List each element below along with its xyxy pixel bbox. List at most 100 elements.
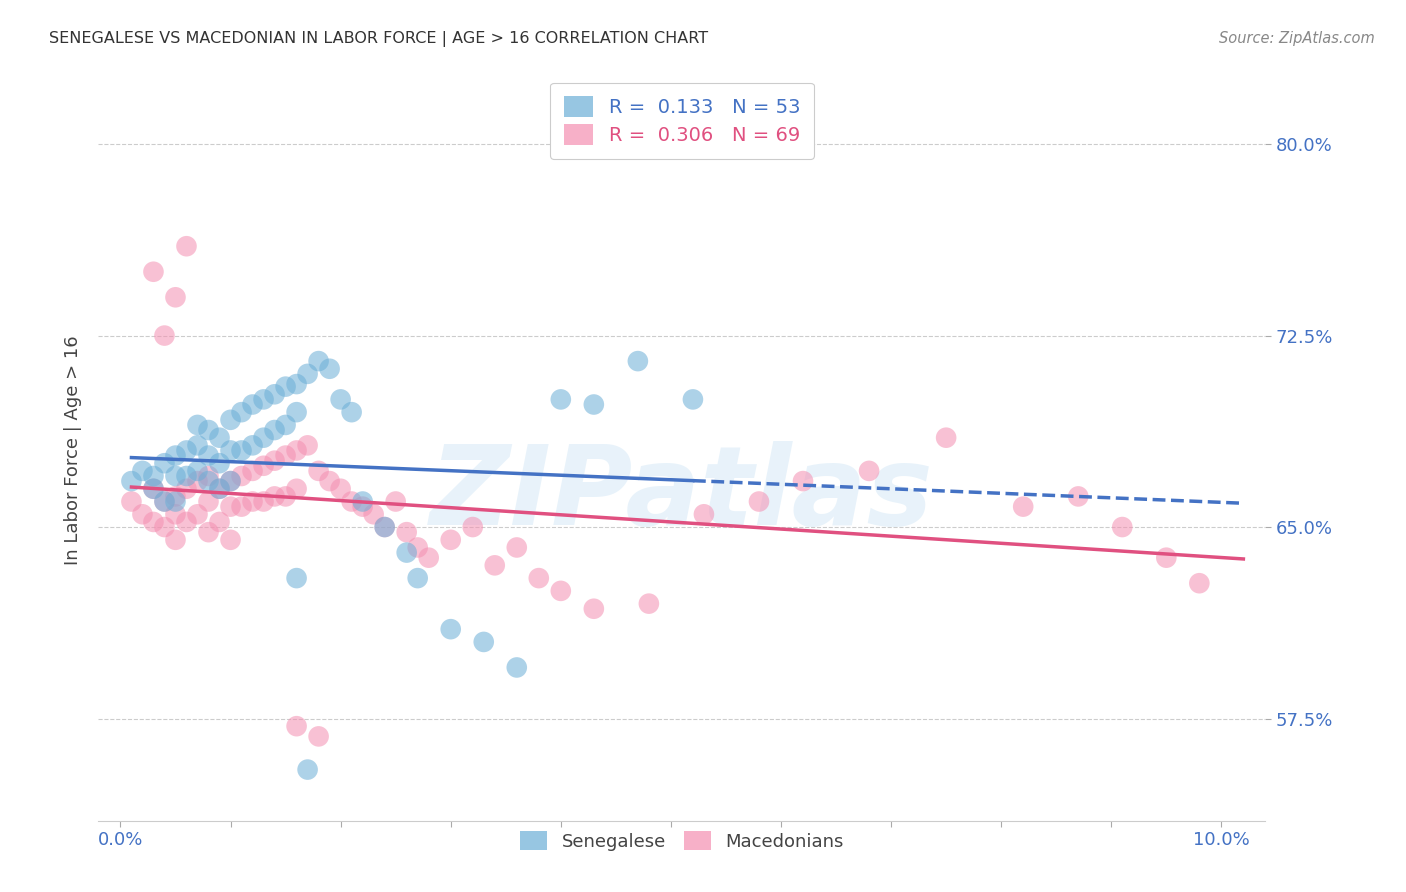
Point bbox=[274, 417, 297, 432]
Point bbox=[748, 494, 770, 508]
Point bbox=[285, 719, 308, 733]
Point bbox=[252, 494, 274, 508]
Point bbox=[550, 583, 572, 598]
Point bbox=[142, 482, 165, 496]
Point bbox=[197, 525, 219, 540]
Point bbox=[176, 482, 198, 496]
Text: Source: ZipAtlas.com: Source: ZipAtlas.com bbox=[1219, 31, 1375, 46]
Point bbox=[208, 431, 231, 445]
Point bbox=[176, 469, 198, 483]
Point bbox=[197, 494, 219, 508]
Point bbox=[285, 443, 308, 458]
Point bbox=[242, 464, 264, 478]
Point bbox=[252, 431, 274, 445]
Point bbox=[165, 533, 187, 547]
Point bbox=[693, 508, 716, 522]
Point bbox=[308, 464, 330, 478]
Point bbox=[329, 482, 352, 496]
Text: ZIPatlas: ZIPatlas bbox=[430, 442, 934, 549]
Point bbox=[142, 265, 165, 279]
Point bbox=[208, 456, 231, 470]
Point bbox=[153, 494, 176, 508]
Point bbox=[153, 456, 176, 470]
Point bbox=[274, 379, 297, 393]
Point bbox=[153, 494, 176, 508]
Point bbox=[285, 482, 308, 496]
Point bbox=[406, 571, 429, 585]
Point bbox=[297, 438, 319, 452]
Point bbox=[231, 443, 253, 458]
Point bbox=[120, 494, 142, 508]
Point bbox=[263, 423, 285, 437]
Point bbox=[340, 405, 363, 419]
Point bbox=[120, 474, 142, 488]
Point bbox=[274, 490, 297, 504]
Point bbox=[176, 515, 198, 529]
Y-axis label: In Labor Force | Age > 16: In Labor Force | Age > 16 bbox=[63, 335, 82, 566]
Point bbox=[418, 550, 440, 565]
Point bbox=[186, 474, 208, 488]
Point bbox=[153, 328, 176, 343]
Point bbox=[176, 239, 198, 253]
Point bbox=[638, 597, 661, 611]
Point bbox=[165, 449, 187, 463]
Point bbox=[263, 387, 285, 401]
Point bbox=[858, 464, 880, 478]
Point bbox=[219, 500, 242, 514]
Point bbox=[1188, 576, 1211, 591]
Point bbox=[197, 449, 219, 463]
Point bbox=[285, 571, 308, 585]
Point bbox=[197, 423, 219, 437]
Point bbox=[440, 533, 463, 547]
Point bbox=[274, 449, 297, 463]
Point bbox=[131, 464, 153, 478]
Point bbox=[208, 515, 231, 529]
Point bbox=[308, 730, 330, 744]
Point bbox=[297, 763, 319, 777]
Point bbox=[252, 458, 274, 473]
Point bbox=[297, 367, 319, 381]
Point bbox=[242, 438, 264, 452]
Point bbox=[1111, 520, 1133, 534]
Point bbox=[165, 494, 187, 508]
Point bbox=[582, 601, 605, 615]
Point bbox=[285, 405, 308, 419]
Point bbox=[219, 474, 242, 488]
Point bbox=[186, 464, 208, 478]
Point bbox=[263, 490, 285, 504]
Point bbox=[197, 474, 219, 488]
Point bbox=[472, 635, 495, 649]
Point bbox=[935, 431, 957, 445]
Point bbox=[231, 500, 253, 514]
Point bbox=[363, 508, 385, 522]
Text: SENEGALESE VS MACEDONIAN IN LABOR FORCE | AGE > 16 CORRELATION CHART: SENEGALESE VS MACEDONIAN IN LABOR FORCE … bbox=[49, 31, 709, 47]
Point bbox=[318, 361, 340, 376]
Point bbox=[352, 494, 374, 508]
Point bbox=[484, 558, 506, 573]
Point bbox=[1067, 490, 1090, 504]
Point bbox=[242, 494, 264, 508]
Point bbox=[1012, 500, 1035, 514]
Point bbox=[153, 520, 176, 534]
Point bbox=[395, 525, 418, 540]
Point bbox=[208, 482, 231, 496]
Point bbox=[176, 443, 198, 458]
Point bbox=[231, 469, 253, 483]
Point bbox=[374, 520, 396, 534]
Point bbox=[165, 490, 187, 504]
Legend: Senegalese, Macedonians: Senegalese, Macedonians bbox=[510, 822, 853, 860]
Point bbox=[1156, 550, 1178, 565]
Point bbox=[329, 392, 352, 407]
Point bbox=[792, 474, 814, 488]
Point bbox=[263, 453, 285, 467]
Point bbox=[186, 417, 208, 432]
Point bbox=[440, 622, 463, 636]
Point bbox=[582, 397, 605, 411]
Point bbox=[506, 541, 529, 555]
Point bbox=[142, 515, 165, 529]
Point bbox=[340, 494, 363, 508]
Point bbox=[406, 541, 429, 555]
Point bbox=[506, 660, 529, 674]
Point bbox=[142, 469, 165, 483]
Point bbox=[165, 508, 187, 522]
